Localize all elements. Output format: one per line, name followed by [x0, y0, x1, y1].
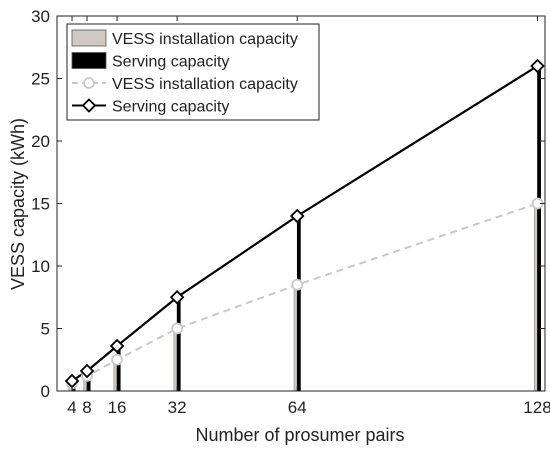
legend-marker-line-installation — [83, 77, 95, 89]
marks-layer — [64, 58, 545, 392]
x-tick-label-64: 64 — [288, 398, 307, 417]
legend-label-line-installation: VESS installation capacity — [112, 76, 298, 93]
x-tick-label-32: 32 — [168, 398, 187, 417]
x-tick-label-128: 128 — [523, 398, 550, 417]
legend-swatch-bar-installation — [71, 29, 107, 47]
legend-label-line-serving: Serving capacity — [112, 99, 229, 116]
legend-label-bar-installation: VESS installation capacity — [112, 31, 298, 48]
bar-serving-64 — [296, 215, 301, 392]
y-tick-label-0: 0 — [41, 382, 50, 401]
x-tick-label-8: 8 — [82, 398, 91, 417]
y-tick-label-20: 20 — [31, 132, 50, 151]
point-serving-128 — [530, 58, 545, 74]
point-serving-16 — [109, 338, 125, 354]
x-axis-title: Number of prosumer pairs — [195, 425, 404, 445]
y-axis-title: VESS capacity (kWh) — [8, 118, 28, 290]
line-installation — [71, 202, 538, 385]
point-installation-16 — [111, 353, 123, 366]
axes-layer: 0 5 10 15 20 25 30 4 8 16 32 64 128 — [31, 7, 550, 417]
point-installation-32 — [171, 322, 184, 335]
legend-marker-line-serving — [81, 98, 97, 113]
bar-serving-32 — [176, 296, 181, 392]
legend-swatch-bar-serving — [71, 52, 107, 69]
legend-label-bar-serving: Serving capacity — [112, 54, 229, 71]
point-serving-8 — [79, 363, 95, 379]
x-tick-label-16: 16 — [108, 398, 127, 417]
y-tick-label-10: 10 — [31, 257, 50, 276]
y-tick-label-15: 15 — [31, 195, 50, 214]
y-tick-label-5: 5 — [41, 320, 50, 339]
legend-box — [66, 23, 320, 121]
point-serving-64 — [289, 208, 305, 224]
bar-installation-128 — [533, 203, 538, 392]
bar-serving-128 — [537, 65, 541, 392]
point-serving-32 — [169, 289, 185, 305]
bar-installation-32 — [173, 328, 178, 392]
bar-installation-64 — [293, 284, 298, 392]
y-tick-label-25: 25 — [31, 70, 50, 89]
x-tick-label-4: 4 — [67, 398, 76, 417]
legend: VESS installation capacity Serving capaci… — [66, 23, 320, 121]
point-installation-64 — [291, 278, 304, 291]
y-tick-label-30: 30 — [31, 7, 50, 26]
